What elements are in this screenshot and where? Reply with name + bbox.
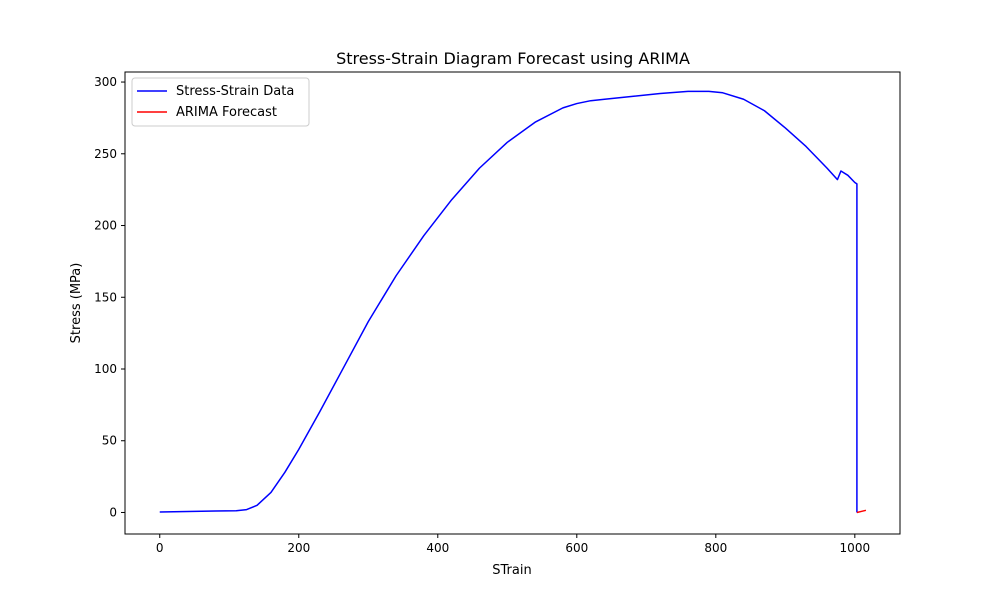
x-axis-label: STrain: [492, 563, 531, 578]
y-tick-label: 100: [94, 362, 117, 376]
series-group: [159, 90, 867, 514]
y-axis: 0 50 100 150 200 250 300: [94, 75, 125, 519]
y-axis-label: Stress (MPa): [69, 263, 84, 344]
legend-box: [131, 77, 310, 127]
legend: Stress-Strain Data ARIMA Forecast: [131, 77, 310, 127]
y-tick-label: 150: [94, 290, 117, 304]
legend-label-0: Stress-Strain Data: [176, 84, 294, 99]
series-line-0: [159, 90, 858, 513]
y-tick-label: 50: [102, 434, 117, 448]
x-tick-label: 0: [156, 541, 164, 555]
y-tick-label: 300: [94, 75, 117, 89]
x-tick-label: 1000: [840, 541, 871, 555]
x-axis: 0 200 400 600 800 1000: [156, 534, 870, 555]
series-line-1: [856, 509, 867, 514]
plot-area: [124, 71, 901, 535]
legend-label-1: ARIMA Forecast: [176, 105, 277, 120]
y-tick-label: 250: [94, 147, 117, 161]
x-tick-label: 800: [704, 541, 727, 555]
x-tick-label: 200: [287, 541, 310, 555]
y-tick-label: 0: [109, 505, 117, 519]
x-tick-label: 400: [426, 541, 449, 555]
y-tick-label: 200: [94, 219, 117, 233]
chart-title: Stress-Strain Diagram Forecast using ARI…: [336, 49, 690, 68]
x-tick-label: 600: [565, 541, 588, 555]
